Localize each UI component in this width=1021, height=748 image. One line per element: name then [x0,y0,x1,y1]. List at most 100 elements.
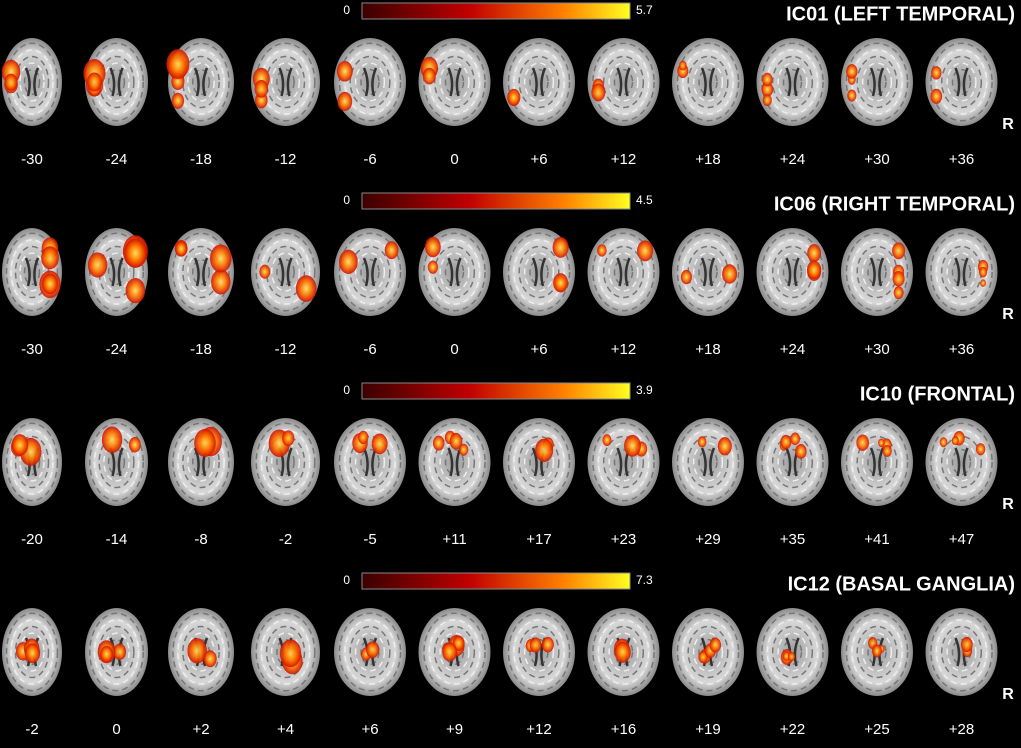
activation [541,636,554,653]
slice-label: -18 [190,151,212,168]
slice-label: +24 [780,341,805,358]
gyrus [856,625,898,679]
activation [697,436,707,448]
gyrus [851,429,903,495]
ventricle [193,67,209,97]
gyrus [423,422,486,502]
gyrus [23,258,41,286]
activation [210,244,232,273]
gyrus [423,42,486,122]
activation [24,643,40,664]
gyrus [930,42,993,122]
gyrus [187,62,215,102]
activation [458,443,469,456]
gyrus [608,252,639,292]
brain-slice [841,418,913,506]
brain-slice [334,608,406,696]
gyrus [851,619,903,685]
gyrus [172,232,230,312]
gyrus [682,429,734,495]
gyrus [88,612,145,692]
activation [980,279,986,287]
ventricle [531,67,547,97]
gyrus [518,625,560,679]
brain-slice [756,228,829,316]
brain-slice [756,38,829,126]
slice-label: +22 [780,721,805,738]
activation [931,66,942,80]
slice-label: +6 [361,721,378,738]
gyrus [19,252,45,292]
gyrus [782,258,803,286]
gyrus [354,252,386,292]
activation [384,241,399,260]
orientation-label: R [1002,496,1014,513]
gyrus [439,442,470,482]
brain-slice [925,228,998,316]
gyrus [518,55,560,109]
slice-label: -30 [21,151,43,168]
slice-label: +29 [695,531,720,548]
gyrus [861,632,893,672]
ventricle [954,447,969,477]
gyrus [761,42,824,122]
gyrus [856,55,898,109]
ventricle [616,257,631,287]
gyrus [98,55,135,109]
brain-slice [756,418,829,506]
gyrus [513,49,565,115]
brain-slice [334,418,406,506]
gyrus [676,42,740,122]
gyrus [698,258,718,286]
activation [893,286,904,300]
brain-slice [85,418,148,506]
ventricle [531,257,547,287]
brain-slice [672,228,744,316]
slice-label: +11 [442,531,466,548]
gyrus [349,435,391,489]
ventricle [109,257,124,287]
brain-slice [168,608,234,696]
slice-label: +6 [530,151,547,168]
gyrus [602,55,645,109]
activation [722,264,738,284]
gyrus [946,442,977,482]
ventricle [954,257,969,287]
slice-label: +19 [695,721,720,738]
colorbar [361,2,631,20]
activation [203,650,217,668]
gyrus [592,612,655,692]
gyrus [507,232,571,312]
activation [602,434,612,447]
ventricle [700,257,716,287]
gyrus [597,429,650,495]
brain-slice [841,38,913,126]
gyrus [523,252,555,292]
gyrus [98,245,135,299]
activation [680,269,692,285]
brain-slice [672,418,744,506]
gyrus [777,62,808,102]
slice-label: +16 [611,721,636,738]
activation [41,246,59,270]
gyrus [940,625,983,679]
gyrus [349,55,391,109]
brain-slice [672,608,744,696]
gyrus [260,49,311,115]
activation [358,430,369,445]
activation [761,81,774,97]
slice-label: +9 [446,721,463,738]
gyrus [192,448,210,476]
slice-label: -2 [279,531,292,548]
activation [432,435,445,451]
gyrus [523,442,555,482]
gyrus [771,55,814,109]
gyrus [935,49,988,115]
activation [166,49,190,79]
slice-label: +47 [949,531,974,548]
ventricle [954,67,969,97]
panel-title: IC01 (LEFT TEMPORAL) [786,3,1015,25]
brain-slice [841,228,913,316]
activation [780,434,792,450]
